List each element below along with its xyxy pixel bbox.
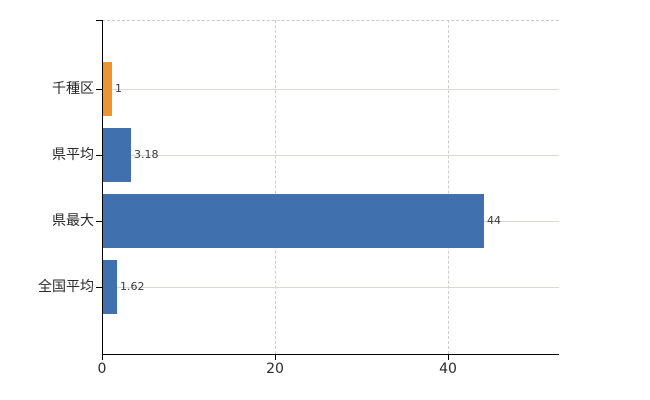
y-gridline [103,287,559,288]
x-tick-label: 0 [97,361,107,377]
plot-top-border [102,20,559,21]
bar-value-label: 1.62 [120,280,145,293]
x-tick-label: 20 [266,361,284,377]
category-tick [96,221,102,222]
x-axis-tick [448,355,449,360]
bar-value-label: 1 [115,82,122,95]
category-label: 全国平均 [38,279,94,295]
category-tick [96,155,102,156]
bar-value-label: 44 [487,214,501,227]
bar[interactable] [103,62,112,116]
category-tick [96,287,102,288]
x-axis-line [102,354,559,355]
y-axis-line [102,20,103,355]
x-tick-label: 40 [439,361,457,377]
x-axis-tick [275,355,276,360]
x-axis-tick [102,355,103,360]
y-gridline [103,155,559,156]
x-gridline [275,20,276,354]
category-tick [96,89,102,90]
bar[interactable] [103,128,131,182]
category-label: 千種区 [52,81,94,97]
category-label: 県最大 [52,213,94,229]
category-label: 県平均 [52,147,94,163]
bar[interactable] [103,260,117,314]
bar[interactable] [103,194,484,248]
y-gridline [103,89,559,90]
x-gridline [448,20,449,354]
y-axis-top-tick [96,20,102,21]
bar-value-label: 3.18 [134,148,159,161]
